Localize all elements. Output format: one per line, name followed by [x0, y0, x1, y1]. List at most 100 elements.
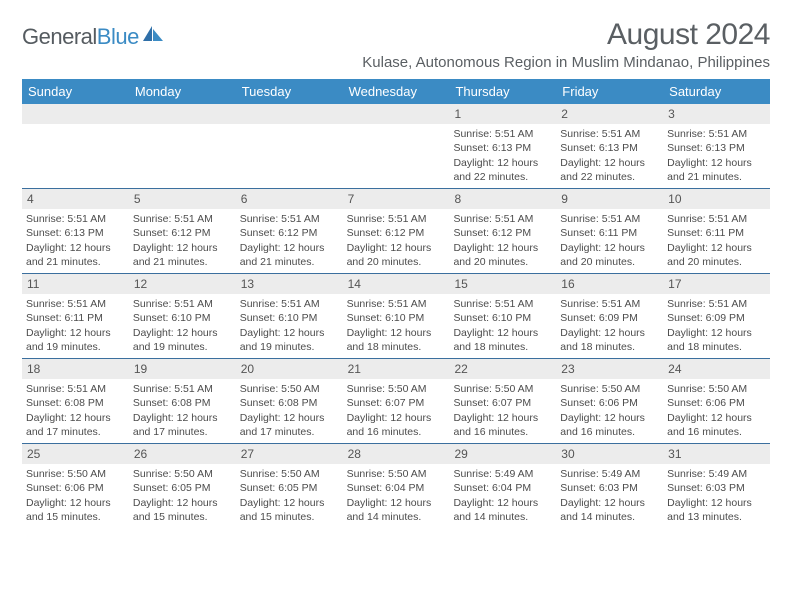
- day-cell: 3Sunrise: 5:51 AMSunset: 6:13 PMDaylight…: [663, 104, 770, 188]
- daylight-line-1: Daylight: 12 hours: [240, 496, 339, 510]
- daylight-line-2: and 21 minutes.: [667, 170, 766, 184]
- day-cell: 20Sunrise: 5:50 AMSunset: 6:08 PMDayligh…: [236, 359, 343, 443]
- daylight-line-2: and 16 minutes.: [347, 425, 446, 439]
- sunrise-line: Sunrise: 5:51 AM: [347, 297, 446, 311]
- sunrise-line: Sunrise: 5:51 AM: [453, 297, 552, 311]
- day-number: 17: [663, 274, 770, 294]
- day-cell: 29Sunrise: 5:49 AMSunset: 6:04 PMDayligh…: [449, 444, 556, 528]
- sunrise-line: Sunrise: 5:51 AM: [560, 212, 659, 226]
- day-cell: 18Sunrise: 5:51 AMSunset: 6:08 PMDayligh…: [22, 359, 129, 443]
- day-header: Sunday: [22, 79, 129, 104]
- daylight-line-1: Daylight: 12 hours: [453, 241, 552, 255]
- day-cell: 7Sunrise: 5:51 AMSunset: 6:12 PMDaylight…: [343, 189, 450, 273]
- day-number: 15: [449, 274, 556, 294]
- day-number: 29: [449, 444, 556, 464]
- sunset-line: Sunset: 6:09 PM: [560, 311, 659, 325]
- daylight-line-1: Daylight: 12 hours: [560, 326, 659, 340]
- sunset-line: Sunset: 6:11 PM: [26, 311, 125, 325]
- sunrise-line: Sunrise: 5:51 AM: [133, 382, 232, 396]
- day-number: 22: [449, 359, 556, 379]
- daylight-line-1: Daylight: 12 hours: [240, 241, 339, 255]
- day-number: 6: [236, 189, 343, 209]
- sunset-line: Sunset: 6:04 PM: [453, 481, 552, 495]
- empty-cell: [129, 104, 236, 188]
- day-cell: 10Sunrise: 5:51 AMSunset: 6:11 PMDayligh…: [663, 189, 770, 273]
- day-number: 8: [449, 189, 556, 209]
- daylight-line-2: and 14 minutes.: [560, 510, 659, 524]
- daylight-line-1: Daylight: 12 hours: [133, 241, 232, 255]
- day-cell: 22Sunrise: 5:50 AMSunset: 6:07 PMDayligh…: [449, 359, 556, 443]
- day-cell: 4Sunrise: 5:51 AMSunset: 6:13 PMDaylight…: [22, 189, 129, 273]
- day-cell: 25Sunrise: 5:50 AMSunset: 6:06 PMDayligh…: [22, 444, 129, 528]
- daylight-line-1: Daylight: 12 hours: [133, 411, 232, 425]
- daylight-line-2: and 19 minutes.: [26, 340, 125, 354]
- day-number: 16: [556, 274, 663, 294]
- sunset-line: Sunset: 6:11 PM: [667, 226, 766, 240]
- day-number: 4: [22, 189, 129, 209]
- sunrise-line: Sunrise: 5:50 AM: [560, 382, 659, 396]
- daylight-line-2: and 20 minutes.: [560, 255, 659, 269]
- day-number: 25: [22, 444, 129, 464]
- daylight-line-1: Daylight: 12 hours: [560, 156, 659, 170]
- empty-cell: [236, 104, 343, 188]
- day-number: 31: [663, 444, 770, 464]
- day-header: Saturday: [663, 79, 770, 104]
- day-number: 26: [129, 444, 236, 464]
- sunset-line: Sunset: 6:06 PM: [667, 396, 766, 410]
- daylight-line-1: Daylight: 12 hours: [453, 411, 552, 425]
- daylight-line-2: and 19 minutes.: [133, 340, 232, 354]
- sunset-line: Sunset: 6:05 PM: [133, 481, 232, 495]
- daylight-line-1: Daylight: 12 hours: [560, 496, 659, 510]
- day-cell: 9Sunrise: 5:51 AMSunset: 6:11 PMDaylight…: [556, 189, 663, 273]
- daylight-line-2: and 18 minutes.: [453, 340, 552, 354]
- day-number: 23: [556, 359, 663, 379]
- daylight-line-1: Daylight: 12 hours: [667, 326, 766, 340]
- day-number: 11: [22, 274, 129, 294]
- daylight-line-2: and 21 minutes.: [133, 255, 232, 269]
- day-number: 18: [22, 359, 129, 379]
- day-cell: 31Sunrise: 5:49 AMSunset: 6:03 PMDayligh…: [663, 444, 770, 528]
- sunrise-line: Sunrise: 5:51 AM: [347, 212, 446, 226]
- sunset-line: Sunset: 6:13 PM: [667, 141, 766, 155]
- daylight-line-2: and 15 minutes.: [133, 510, 232, 524]
- day-cell: 12Sunrise: 5:51 AMSunset: 6:10 PMDayligh…: [129, 274, 236, 358]
- calendar-grid: SundayMondayTuesdayWednesdayThursdayFrid…: [22, 79, 770, 528]
- sunrise-line: Sunrise: 5:49 AM: [453, 467, 552, 481]
- sunrise-line: Sunrise: 5:51 AM: [133, 212, 232, 226]
- day-number: [129, 104, 236, 124]
- sunrise-line: Sunrise: 5:51 AM: [26, 382, 125, 396]
- daylight-line-2: and 18 minutes.: [560, 340, 659, 354]
- day-number: 24: [663, 359, 770, 379]
- day-number: 12: [129, 274, 236, 294]
- sunrise-line: Sunrise: 5:51 AM: [667, 212, 766, 226]
- daylight-line-2: and 16 minutes.: [560, 425, 659, 439]
- day-cell: 23Sunrise: 5:50 AMSunset: 6:06 PMDayligh…: [556, 359, 663, 443]
- day-header: Thursday: [449, 79, 556, 104]
- day-number: [22, 104, 129, 124]
- sunset-line: Sunset: 6:13 PM: [560, 141, 659, 155]
- sunset-line: Sunset: 6:07 PM: [347, 396, 446, 410]
- day-cell: 17Sunrise: 5:51 AMSunset: 6:09 PMDayligh…: [663, 274, 770, 358]
- month-title: August 2024: [362, 18, 770, 52]
- daylight-line-2: and 15 minutes.: [240, 510, 339, 524]
- sunset-line: Sunset: 6:10 PM: [347, 311, 446, 325]
- daylight-line-2: and 14 minutes.: [347, 510, 446, 524]
- daylight-line-2: and 18 minutes.: [347, 340, 446, 354]
- day-number: 7: [343, 189, 450, 209]
- day-cell: 30Sunrise: 5:49 AMSunset: 6:03 PMDayligh…: [556, 444, 663, 528]
- sunrise-line: Sunrise: 5:51 AM: [453, 127, 552, 141]
- sunset-line: Sunset: 6:12 PM: [453, 226, 552, 240]
- daylight-line-2: and 13 minutes.: [667, 510, 766, 524]
- location-subtitle: Kulase, Autonomous Region in Muslim Mind…: [362, 54, 770, 71]
- sunset-line: Sunset: 6:08 PM: [133, 396, 232, 410]
- sunrise-line: Sunrise: 5:51 AM: [667, 297, 766, 311]
- title-block: August 2024 Kulase, Autonomous Region in…: [362, 18, 770, 71]
- daylight-line-1: Daylight: 12 hours: [240, 411, 339, 425]
- day-number: 5: [129, 189, 236, 209]
- sunrise-line: Sunrise: 5:51 AM: [240, 297, 339, 311]
- sunset-line: Sunset: 6:10 PM: [240, 311, 339, 325]
- sunset-line: Sunset: 6:12 PM: [347, 226, 446, 240]
- day-number: 13: [236, 274, 343, 294]
- sunrise-line: Sunrise: 5:51 AM: [240, 212, 339, 226]
- day-header-row: SundayMondayTuesdayWednesdayThursdayFrid…: [22, 79, 770, 104]
